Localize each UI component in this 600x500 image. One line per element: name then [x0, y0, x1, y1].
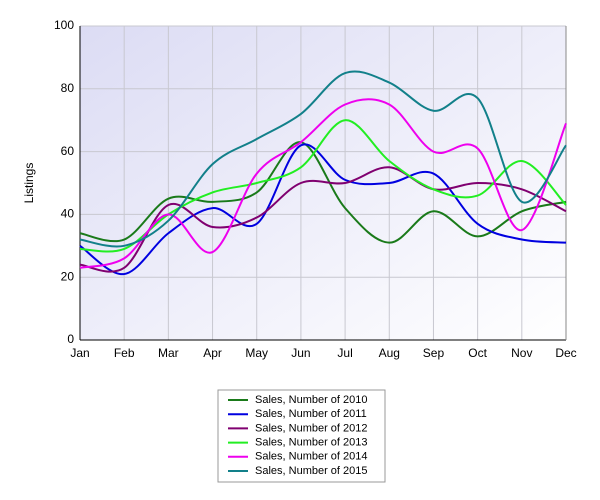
series-line — [79, 98, 567, 269]
x-tick-label: Aug — [379, 346, 400, 360]
legend-label: Sales, Number of 2010 — [255, 394, 368, 406]
x-tick-label: Nov — [511, 346, 532, 360]
x-tick-label: Apr — [203, 346, 222, 360]
x-tick-label: Sep — [423, 346, 445, 360]
x-tick-label: May — [245, 346, 268, 360]
x-tick-label: Jan — [70, 346, 89, 360]
x-tick-label: Jun — [291, 346, 310, 360]
x-tick-label: Feb — [114, 346, 135, 360]
y-tick-label: 60 — [61, 144, 75, 158]
legend — [217, 389, 386, 483]
x-tick-label: Jul — [337, 346, 352, 360]
legend-label: Sales, Number of 2013 — [255, 437, 368, 449]
y-tick-label: 20 — [61, 269, 75, 283]
y-tick-label: 40 — [61, 207, 75, 221]
x-tick-label: Dec — [555, 346, 576, 360]
y-tick-label: 100 — [54, 18, 74, 32]
x-tick-label: Oct — [468, 346, 487, 360]
series-line — [79, 166, 567, 273]
y-tick-label: 80 — [61, 81, 75, 95]
legend-label: Sales, Number of 2012 — [255, 422, 368, 434]
series-line — [79, 141, 567, 244]
legend-label: Sales, Number of 2011 — [255, 408, 367, 420]
legend-label: Sales, Number of 2015 — [255, 465, 368, 477]
series-line — [79, 70, 567, 248]
x-tick-label: Mar — [158, 346, 179, 360]
y-axis-label: Listings — [22, 163, 36, 204]
y-tick-label: 0 — [67, 332, 74, 346]
legend-label: Sales, Number of 2014 — [255, 451, 368, 463]
